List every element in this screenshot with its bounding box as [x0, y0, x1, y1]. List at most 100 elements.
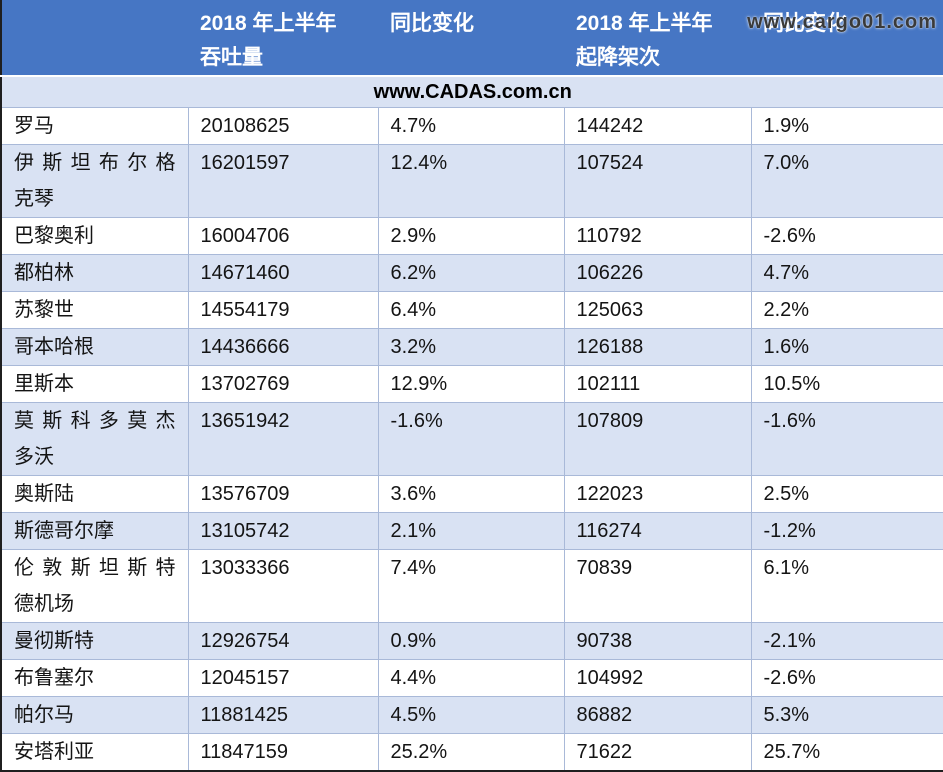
value-cell: 25.7% — [750, 733, 943, 772]
value-cell: -2.1% — [750, 622, 943, 660]
value-cell: 13576709 — [187, 475, 379, 513]
table-row: 苏黎世 14554179 6.4% 125063 2.2% — [0, 291, 943, 329]
airport-name-cell: 伦敦斯坦斯特 德机场 — [0, 549, 189, 623]
table-row: 罗马 20108625 4.7% 144242 1.9% — [0, 107, 943, 145]
value-cell: 3.6% — [377, 475, 565, 513]
airport-name-line: 伦敦斯坦斯特 — [14, 557, 176, 579]
value-cell: 106226 — [563, 254, 752, 292]
value-cell: 1.6% — [750, 328, 943, 366]
value-cell: 25.2% — [377, 733, 565, 772]
value-cell: 122023 — [563, 475, 752, 513]
airport-name-cell: 里斯本 — [0, 365, 189, 403]
value-cell: 13702769 — [187, 365, 379, 403]
value-cell: 7.0% — [750, 144, 943, 218]
value-cell: 11847159 — [187, 733, 379, 772]
airport-name-cell: 奥斯陆 — [0, 475, 189, 513]
airport-name-cell: 伊斯坦布尔格 克琴 — [0, 144, 189, 218]
airport-name-line: 苏黎世 — [14, 299, 74, 321]
value-cell: 5.3% — [750, 696, 943, 734]
value-cell: 6.2% — [377, 254, 565, 292]
table-row: 伊斯坦布尔格 克琴 16201597 12.4% 107524 7.0% — [0, 144, 943, 218]
value-cell: 104992 — [563, 659, 752, 697]
airport-name-cell: 罗马 — [0, 107, 189, 145]
table-row: 帕尔马 11881425 4.5% 86882 5.3% — [0, 696, 943, 734]
airport-name-line: 里斯本 — [14, 373, 74, 395]
airport-name-line: 帕尔马 — [14, 704, 74, 726]
airport-name-line: 曼彻斯特 — [14, 630, 94, 652]
value-cell: 13105742 — [187, 512, 379, 550]
table-row: 莫斯科多莫杰 多沃 13651942 -1.6% 107809 -1.6% — [0, 402, 943, 476]
airport-name-cell: 布鲁塞尔 — [0, 659, 189, 697]
table-row: 斯德哥尔摩 13105742 2.1% 116274 -1.2% — [0, 512, 943, 550]
airport-name-line: 安塔利亚 — [14, 741, 94, 763]
value-cell: 4.7% — [377, 107, 565, 145]
table-row: 伦敦斯坦斯特 德机场 13033366 7.4% 70839 6.1% — [0, 549, 943, 623]
header-throughput: 2018 年上半年 吞吐量 — [188, 0, 378, 76]
value-cell: 107524 — [563, 144, 752, 218]
value-cell: 125063 — [563, 291, 752, 329]
value-cell: 102111 — [563, 365, 752, 403]
value-cell: 14554179 — [187, 291, 379, 329]
airport-name-line: 莫斯科多莫杰 — [14, 410, 176, 432]
header-movements-change: 同比变化 — [751, 0, 943, 76]
airport-name-cell: 苏黎世 — [0, 291, 189, 329]
airport-name-cell: 曼彻斯特 — [0, 622, 189, 660]
airport-name-cell: 都柏林 — [0, 254, 189, 292]
cadas-banner: www.CADAS.com.cn — [1, 75, 943, 108]
value-cell: 2.2% — [750, 291, 943, 329]
value-cell: 4.7% — [750, 254, 943, 292]
value-cell: -1.6% — [377, 402, 565, 476]
value-cell: 12.4% — [377, 144, 565, 218]
value-cell: 86882 — [563, 696, 752, 734]
value-cell: -2.6% — [750, 659, 943, 697]
airport-name-line: 克琴 — [14, 188, 54, 210]
header-throughput-change: 同比变化 — [378, 0, 564, 76]
table-row: 巴黎奥利 16004706 2.9% 110792 -2.6% — [0, 217, 943, 255]
value-cell: 13033366 — [187, 549, 379, 623]
airport-name-line: 哥本哈根 — [14, 336, 94, 358]
header-row: 2018 年上半年 吞吐量 同比变化 2018 年上半年 起降架次 同比变化 — [1, 0, 943, 76]
table-row: 曼彻斯特 12926754 0.9% 90738 -2.1% — [0, 622, 943, 660]
airport-name-cell: 斯德哥尔摩 — [0, 512, 189, 550]
value-cell: 6.1% — [750, 549, 943, 623]
value-cell: 71622 — [563, 733, 752, 772]
airport-name-cell: 帕尔马 — [0, 696, 189, 734]
value-cell: 14671460 — [187, 254, 379, 292]
table-row: 里斯本 13702769 12.9% 102111 10.5% — [0, 365, 943, 403]
airport-name-cell: 莫斯科多莫杰 多沃 — [0, 402, 189, 476]
value-cell: -1.6% — [750, 402, 943, 476]
value-cell: 107809 — [563, 402, 752, 476]
airport-name-line: 德机场 — [14, 593, 74, 615]
value-cell: 4.5% — [377, 696, 565, 734]
value-cell: 7.4% — [377, 549, 565, 623]
value-cell: 12.9% — [377, 365, 565, 403]
airport-name-cell: 巴黎奥利 — [0, 217, 189, 255]
table-row: 布鲁塞尔 12045157 4.4% 104992 -2.6% — [0, 659, 943, 697]
airport-name-line: 斯德哥尔摩 — [14, 520, 114, 542]
value-cell: 3.2% — [377, 328, 565, 366]
value-cell: 12045157 — [187, 659, 379, 697]
value-cell: 2.9% — [377, 217, 565, 255]
value-cell: 70839 — [563, 549, 752, 623]
value-cell: -1.2% — [750, 512, 943, 550]
airport-name-cell: 安塔利亚 — [0, 733, 189, 772]
airport-name-line: 奥斯陆 — [14, 483, 74, 505]
value-cell: 110792 — [563, 217, 752, 255]
airport-name-line: 多沃 — [14, 446, 54, 468]
airport-name-line: 罗马 — [14, 115, 54, 137]
value-cell: 11881425 — [187, 696, 379, 734]
value-cell: 10.5% — [750, 365, 943, 403]
value-cell: 0.9% — [377, 622, 565, 660]
header-movements: 2018 年上半年 起降架次 — [564, 0, 751, 76]
value-cell: 2.1% — [377, 512, 565, 550]
value-cell: 13651942 — [187, 402, 379, 476]
value-cell: 1.9% — [750, 107, 943, 145]
value-cell: 12926754 — [187, 622, 379, 660]
table-row: 哥本哈根 14436666 3.2% 126188 1.6% — [0, 328, 943, 366]
header-airport — [1, 0, 188, 76]
table-row: 奥斯陆 13576709 3.6% 122023 2.5% — [0, 475, 943, 513]
value-cell: 116274 — [563, 512, 752, 550]
value-cell: -2.6% — [750, 217, 943, 255]
value-cell: 16201597 — [187, 144, 379, 218]
